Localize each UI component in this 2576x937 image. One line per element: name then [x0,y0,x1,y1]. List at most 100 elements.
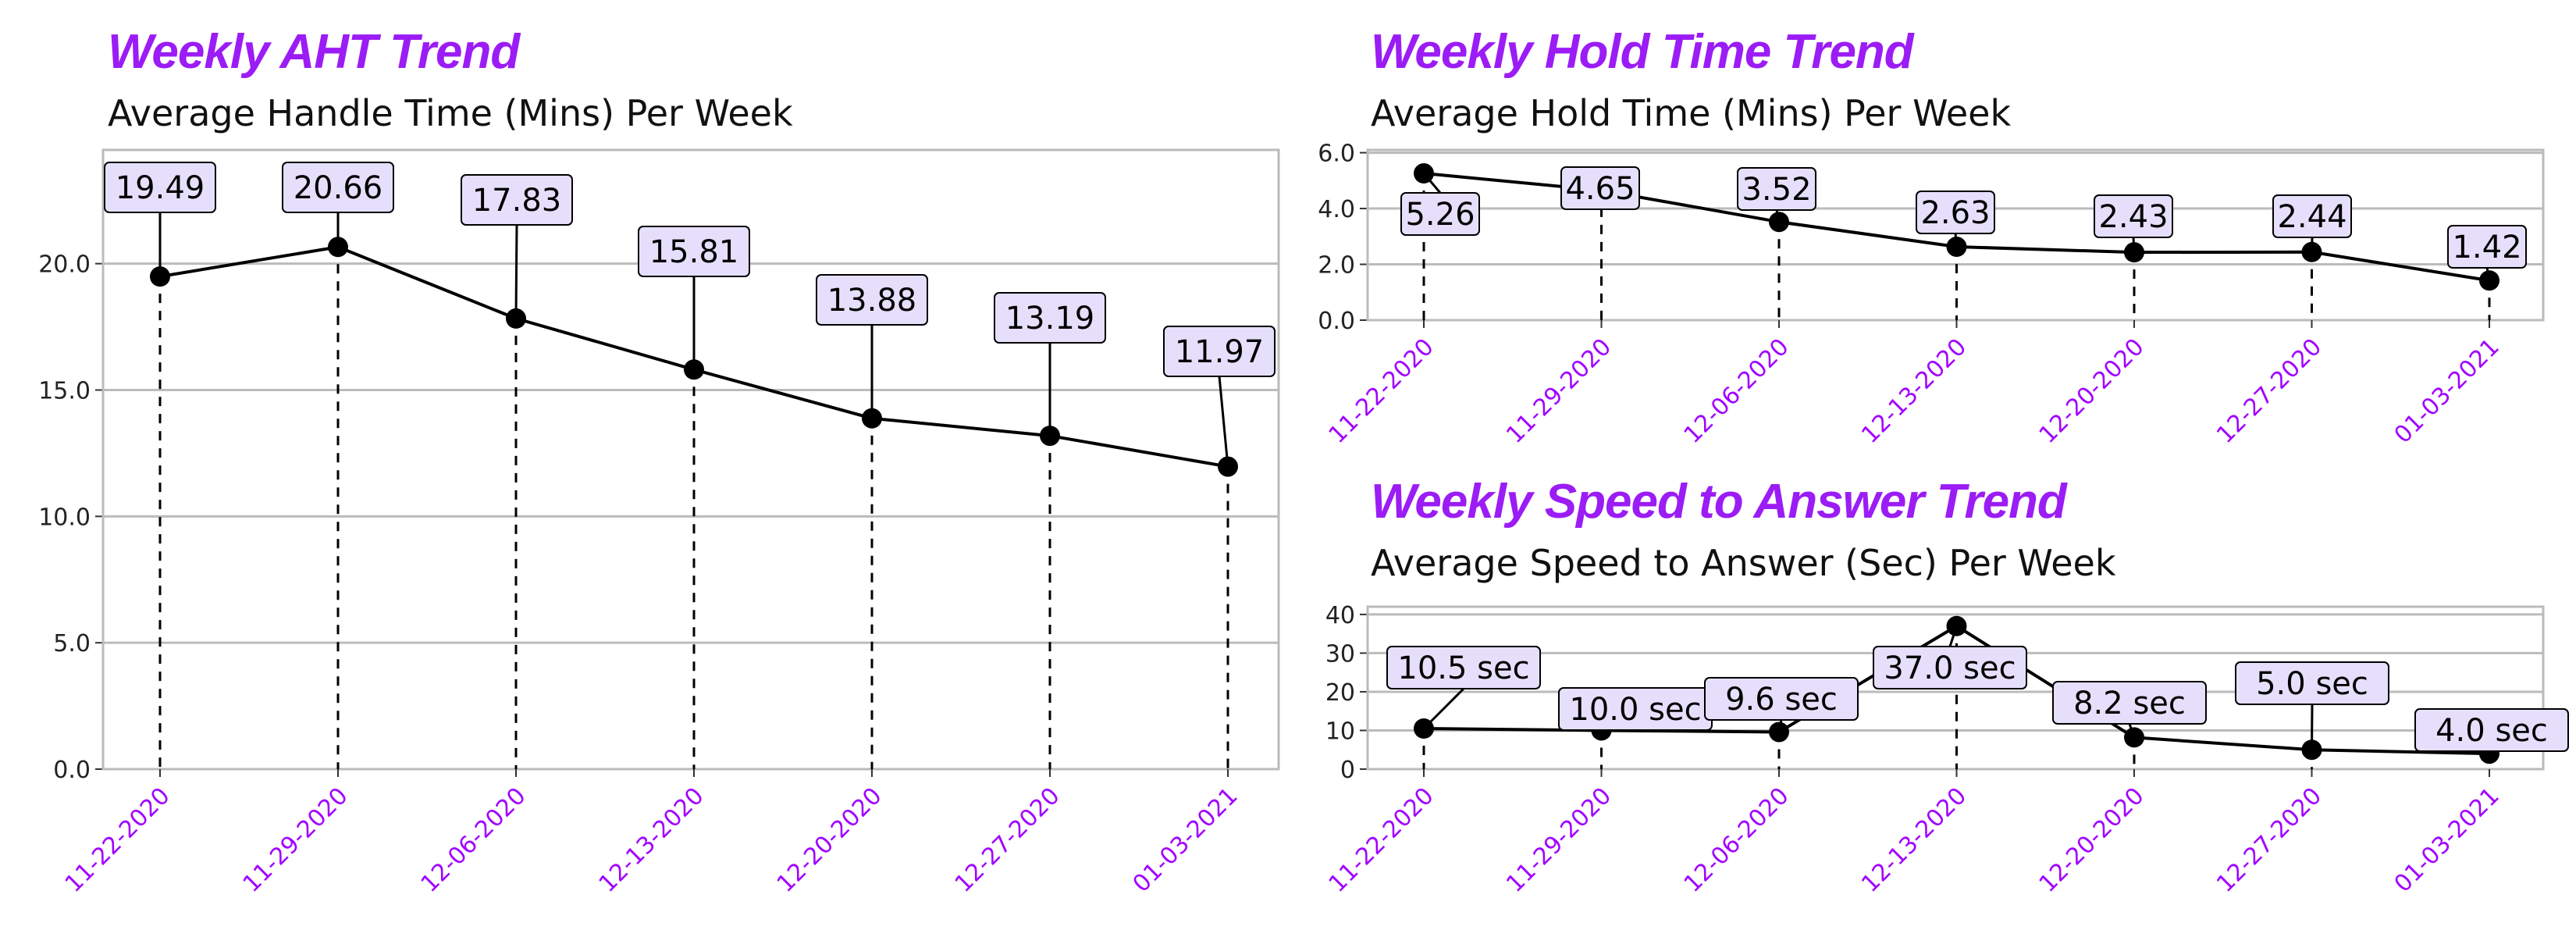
asa-data-label: 4.0 sec [2435,713,2548,749]
aht-y-tick-label: 20.0 [38,251,91,279]
aht-y-tick-label: 10.0 [38,504,91,531]
aht-data-point [1040,426,1060,447]
asa-data-label-box [2414,708,2569,752]
asa-data-label: 5.0 sec [2256,666,2368,702]
aht-x-tick-label: 12-20-2020 [772,782,888,898]
hold-data-label-box [2272,194,2352,238]
asa-data-label-box [2235,661,2389,705]
hold-y-tick-label: 2.0 [1318,252,1355,280]
aht-data-label: 11.97 [1175,334,1265,370]
aht-data-label: 17.83 [472,183,562,219]
asa-chart-title: Weekly Speed to Answer Trend [1371,475,2067,529]
hold-data-label-box [1560,166,1640,210]
hold-data-point [2124,242,2144,263]
aht-data-label: 19.49 [116,170,205,206]
asa-chart: 0 10 20 30 40 11-22-2020 11-29-2020 12-06-2020 1… [1324,602,2569,898]
hold-y-tick-label: 6.0 [1318,141,1355,168]
aht-x-tick-label: 01-03-2021 [1128,782,1244,898]
asa-y-tick-label: 20 [1325,679,1355,707]
asa-x-tick-label: 12-06-2020 [1679,782,1795,898]
aht-y-tick-label: 5.0 [53,630,91,657]
asa-data-point [2301,739,2322,761]
asa-data-label: 37.0 sec [1884,650,2016,686]
asa-y-tick-label: 0 [1340,757,1355,784]
hold-data-label: 2.43 [2098,199,2168,235]
asa-data-label: 9.6 sec [1725,682,1838,718]
aht-x-tick-label: 12-13-2020 [594,782,710,898]
hold-data-label: 2.44 [2277,199,2347,235]
asa-data-label-box [1386,646,1541,689]
aht-y-tick-label: 0.0 [53,757,91,784]
asa-data-label-box [1873,646,2027,689]
aht-data-label-box [1163,326,1276,377]
aht-data-point [862,408,882,429]
aht-chart-subtitle: Average Handle Time (Mins) Per Week [108,92,793,134]
asa-x-tick-label: 12-13-2020 [1856,782,1972,898]
aht-x-tick-label: 11-22-2020 [60,782,176,898]
aht-data-label: 15.81 [649,234,739,270]
hold-data-label: 1.42 [2452,230,2521,265]
hold-data-point [2301,241,2322,262]
aht-data-label-box [994,292,1106,344]
aht-data-label-box [638,226,750,277]
asa-chart-subtitle: Average Speed to Answer (Sec) Per Week [1371,542,2116,584]
asa-x-tick-label: 01-03-2021 [2389,782,2505,898]
hold-data-point [1414,163,1434,184]
asa-data-label: 10.5 sec [1397,650,1529,686]
aht-data-point [150,266,170,287]
aht-data-label-box [104,162,216,213]
asa-x-tick-label: 11-29-2020 [1501,782,1617,898]
asa-data-label-box [2052,681,2207,725]
hold-x-tick-label: 01-03-2021 [2389,333,2505,449]
aht-data-label-box [461,174,573,226]
aht-data-label: 20.66 [294,170,383,206]
aht-data-point [1218,456,1238,477]
asa-x-tick-label: 11-22-2020 [1324,782,1439,898]
asa-y-tick-label: 10 [1325,718,1355,745]
aht-y-tick-label: 15.0 [38,377,91,404]
hold-data-label-box [2447,225,2527,269]
aht-chart: 0.0 5.0 10.0 15.0 20.0 11-22-2020 11-29-2020 12… [38,148,1280,898]
hold-data-label-box [1916,191,1995,234]
hold-data-point [1946,237,1967,258]
hold-chart-title: Weekly Hold Time Trend [1371,25,1914,79]
aht-data-point [328,237,348,258]
asa-y-tick-label: 40 [1325,602,1355,629]
asa-data-point [1946,615,1967,636]
aht-x-tick-label: 12-06-2020 [416,782,532,898]
hold-data-label: 5.26 [1405,197,1475,233]
aht-data-label-box [816,274,928,326]
asa-data-label: 10.0 sec [1569,692,1701,728]
hold-chart-subtitle: Average Hold Time (Mins) Per Week [1371,92,2012,134]
hold-data-point [1769,212,1789,233]
hold-data-label: 4.65 [1565,171,1635,207]
aht-data-label-box [282,162,394,213]
hold-data-point [2479,270,2500,291]
hold-data-label: 3.52 [1742,172,1811,208]
asa-x-tick-label: 12-20-2020 [2034,782,2150,898]
aht-data-label: 13.88 [827,283,917,319]
hold-x-tick-label: 11-29-2020 [1501,333,1617,449]
asa-data-label: 8.2 sec [2073,686,2186,721]
aht-chart-title: Weekly AHT Trend [108,25,520,79]
hold-data-label: 2.63 [1920,195,1990,231]
hold-x-tick-label: 12-27-2020 [2211,333,2327,449]
asa-x-tick-label: 12-27-2020 [2211,782,2327,898]
hold-data-label-box [2094,194,2173,238]
asa-data-label-box [1704,677,1859,721]
hold-x-tick-label: 11-22-2020 [1324,333,1439,449]
asa-data-point [1414,718,1434,739]
aht-x-tick-label: 12-27-2020 [950,782,1066,898]
hold-chart: 0.0 2.0 4.0 6.0 11-22-2020 11-29-2020 12-06-20… [1318,141,2545,449]
hold-data-label-box [1737,167,1816,211]
hold-x-tick-label: 12-06-2020 [1679,333,1795,449]
asa-data-point [1769,721,1789,743]
asa-y-tick-label: 30 [1325,640,1355,668]
aht-plot-frame [101,148,1280,771]
hold-x-tick-label: 12-20-2020 [2034,333,2150,449]
aht-label-leader [1218,376,1229,467]
hold-x-tick-label: 12-13-2020 [1856,333,1972,449]
hold-data-label-box [1400,192,1480,236]
aht-data-point [506,308,526,329]
